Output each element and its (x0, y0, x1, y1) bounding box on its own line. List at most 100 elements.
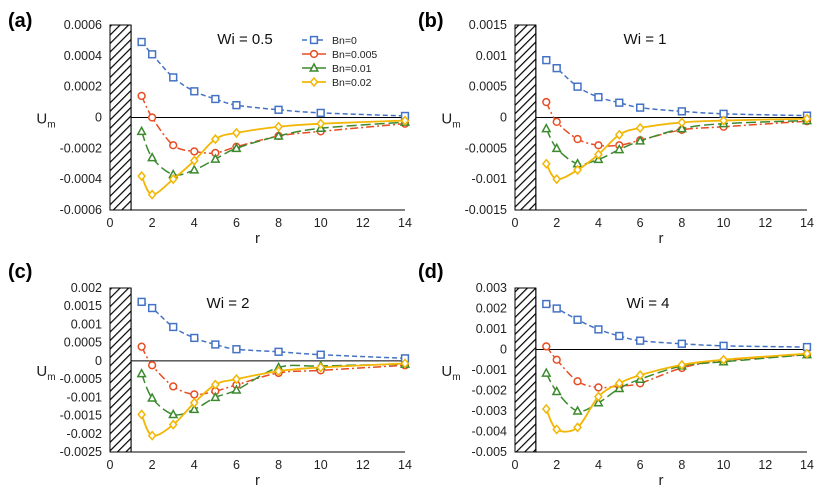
y-tick-label: 0 (95, 354, 102, 368)
y-axis-title: Um (441, 111, 460, 131)
y-tick-label: -0.0025 (60, 445, 102, 459)
data-point (573, 82, 582, 91)
wall-hatch (514, 24, 537, 211)
y-axis-title-main: U (441, 363, 452, 380)
legend-label: Bn=0.005 (332, 49, 377, 61)
data-point (541, 367, 552, 377)
data-point (274, 121, 283, 132)
data-point (316, 108, 325, 118)
data-point (211, 340, 220, 349)
data-point (136, 368, 147, 378)
y-axis-title-subscript: m (47, 372, 55, 383)
y-tick-label: -0.0006 (60, 203, 102, 217)
data-point (615, 331, 624, 341)
data-point (210, 153, 221, 163)
y-axis-title-main: U (36, 363, 47, 380)
y-tick-label: 0.001 (476, 49, 507, 63)
x-tick-label: 10 (717, 458, 731, 472)
x-axis-title: r (659, 472, 664, 489)
legend-marker (309, 76, 319, 88)
data-point (190, 390, 199, 399)
x-tick-label: 10 (314, 216, 328, 230)
data-point (189, 155, 199, 166)
data-point (552, 304, 561, 313)
data-point (189, 397, 199, 408)
x-tick-label: 4 (595, 458, 602, 472)
data-point (137, 37, 146, 47)
data-point (147, 50, 157, 59)
data-point (400, 358, 410, 369)
data-point (316, 118, 326, 129)
y-tick-label: -0.0015 (60, 409, 102, 423)
data-point (802, 113, 812, 124)
data-point (137, 409, 146, 420)
data-point (168, 408, 179, 419)
y-tick-label: -0.001 (67, 390, 102, 404)
series-bn-0 (542, 299, 812, 352)
x-tick-label: 0 (107, 458, 114, 472)
y-tick-label: 0.0005 (469, 80, 507, 94)
wi-label: Wi = 0.5 (217, 31, 272, 48)
data-point (169, 382, 178, 391)
data-point (635, 103, 645, 112)
data-point (614, 143, 625, 154)
y-axis-title-main: U (441, 111, 452, 128)
data-point (147, 430, 157, 441)
data-point (615, 98, 624, 107)
y-tick-label: -0.0005 (465, 141, 507, 155)
data-point (677, 107, 687, 116)
series-bn-0-01 (541, 349, 813, 415)
chart-panel-4: (d) 0.003 0.002 0.001 0 -0.001 -0.002 -0.003 -0.… (418, 261, 814, 489)
data-point (137, 91, 146, 101)
y-axis-title: Um (36, 363, 55, 383)
series-bn-0-02 (137, 115, 410, 200)
chart-panel-1: (a) 0.0006 0.0004 0.0002 0 -0.0002 -0.0004 -0.0… (8, 10, 412, 247)
y-tick-label: -0.003 (472, 404, 507, 418)
y-tick-label: 0.003 (476, 281, 507, 295)
x-tick-label: 4 (191, 458, 198, 472)
data-point (232, 345, 241, 354)
y-tick-label: -0.004 (472, 425, 507, 439)
legend-marker (309, 49, 319, 59)
x-tick-label: 6 (233, 458, 240, 472)
x-axis-title: r (255, 472, 260, 489)
y-axis-title-main: U (36, 111, 47, 128)
legend-marker (308, 62, 320, 72)
legend: Bn=0 Bn=0.005 Bn=0.01 Bn=0.02 (302, 35, 377, 89)
y-tick-label: 0.002 (71, 281, 102, 295)
series-bn-0 (137, 37, 410, 121)
panel-label: (d) (418, 261, 444, 283)
y-tick-label: 0 (95, 111, 102, 125)
series-line (141, 41, 406, 117)
y-tick-label: -0.001 (472, 172, 507, 186)
x-tick-label: 6 (637, 458, 644, 472)
data-point (614, 378, 624, 389)
data-point (273, 130, 284, 140)
series-line (545, 303, 808, 348)
x-tick-label: 8 (678, 458, 685, 472)
y-tick-label: 0.0015 (469, 18, 507, 32)
data-point (594, 93, 603, 102)
y-tick-label: 0.0004 (64, 49, 102, 63)
data-point (802, 348, 812, 359)
data-point (316, 350, 325, 359)
x-tick-label: 2 (149, 216, 156, 230)
data-point (231, 384, 242, 394)
data-point (719, 115, 728, 126)
data-point (593, 397, 604, 407)
data-point (147, 361, 157, 370)
data-point (635, 135, 646, 145)
series-line (141, 301, 406, 360)
y-axis-title-subscript: m (47, 120, 55, 131)
y-tick-label: 0 (500, 111, 507, 125)
x-tick-label: 4 (595, 216, 602, 230)
series-line (545, 117, 808, 181)
data-point (190, 87, 199, 96)
data-point (137, 297, 146, 306)
data-point (719, 354, 728, 365)
wi-label: Wi = 2 (207, 295, 250, 312)
x-axis-title: r (255, 230, 260, 247)
data-point (573, 134, 582, 144)
y-tick-label: -0.0002 (60, 141, 102, 155)
